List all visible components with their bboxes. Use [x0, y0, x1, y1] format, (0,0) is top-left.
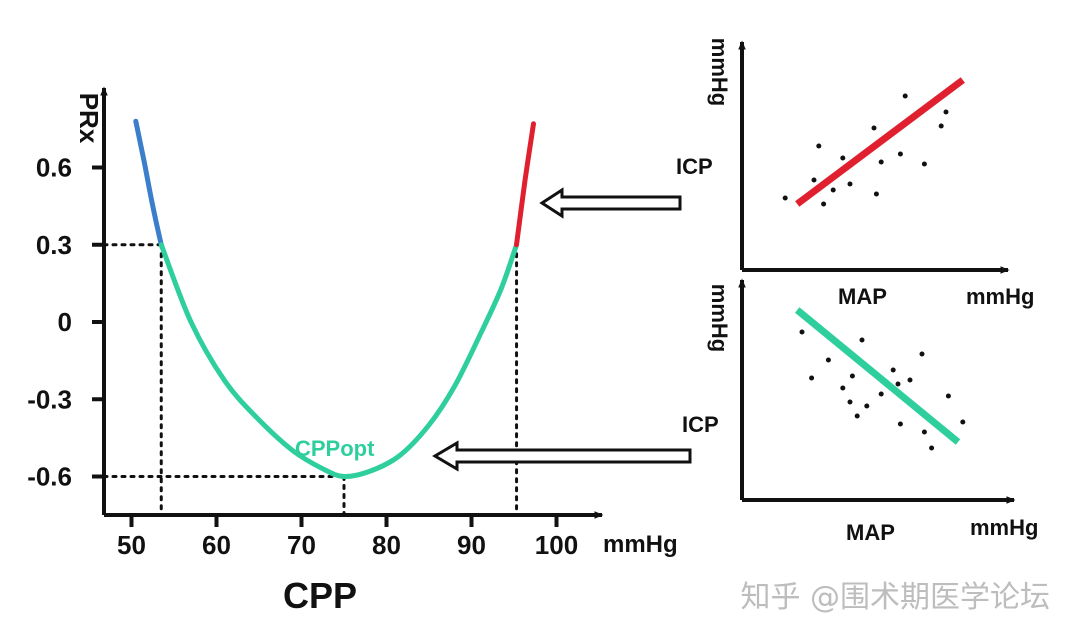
scatter-point [821, 201, 827, 207]
top-right-y-unit: mmHg [707, 38, 732, 106]
top-right-y-label: ICP [676, 154, 713, 179]
scatter-point [919, 351, 925, 357]
scatter-point [859, 337, 865, 343]
intact-autoregulation-line [158, 242, 519, 480]
x-tick-label: 70 [287, 530, 316, 560]
y-tick-label: 0.3 [36, 230, 72, 260]
axis-ticks: 0.6 0.3 0 -0.3 -0.6 50 60 70 80 90 100 [27, 153, 578, 561]
cppopt-annotation: CPPopt [295, 436, 375, 461]
scatter-point [897, 151, 903, 157]
bottom-right-points [799, 329, 966, 451]
bottom-right-trend-line [794, 307, 961, 445]
scatter-point [943, 109, 949, 115]
top-right-x-unit: mmHg [966, 284, 1034, 309]
x-tick-label: 50 [117, 530, 146, 560]
scatter-point [921, 161, 927, 167]
scatter-point [830, 187, 836, 193]
bottom-right-panel: ICP mmHg MAP mmHg [682, 278, 1038, 545]
main-chart: 0.6 0.3 0 -0.3 -0.6 50 60 70 80 90 100 CPP mmHg PR… [27, 86, 678, 616]
scatter-point [902, 93, 908, 99]
x-tick-label: 60 [202, 530, 231, 560]
x-tick-label: 80 [372, 530, 401, 560]
scatter-point [782, 195, 788, 201]
y-tick-label: 0 [58, 307, 72, 337]
scatter-point [811, 177, 817, 183]
x-tick-label: 100 [535, 530, 578, 560]
scatter-point [960, 419, 966, 425]
y-axis-title: PRx [74, 93, 104, 144]
scatter-point [864, 403, 870, 409]
scatter-point [929, 445, 935, 451]
y-tick-label: 0.6 [36, 153, 72, 183]
scatter-point [849, 373, 855, 379]
scatter-point [878, 159, 884, 165]
x-axis-title: CPP [283, 575, 357, 616]
scatter-point [873, 191, 879, 197]
scatter-point [847, 181, 853, 187]
impaired-autoregulation-low-line [133, 118, 164, 248]
reference-guides [102, 243, 519, 517]
scatter-point [809, 375, 815, 381]
scatter-point [890, 367, 896, 373]
scatter-point [854, 413, 860, 419]
scatter-point [847, 399, 853, 405]
watermark: 知乎 @围术期医学论坛 [740, 580, 1050, 615]
scatter-point [907, 377, 913, 383]
prx-curve [133, 118, 536, 480]
bottom-right-y-unit: mmHg [707, 284, 732, 352]
scatter-point [897, 421, 903, 427]
scatter-point [895, 381, 901, 387]
bottom-right-x-label: MAP [846, 520, 895, 545]
top-right-trend-line [795, 77, 965, 207]
bottom-right-y-label: ICP [682, 412, 719, 437]
x-tick-label: 90 [457, 530, 486, 560]
bottom-right-x-unit: mmHg [970, 515, 1038, 540]
scatter-point [816, 143, 822, 149]
y-tick-label: -0.3 [27, 384, 72, 414]
scatter-point [825, 357, 831, 363]
top-right-points [782, 93, 949, 207]
scatter-point [945, 393, 951, 399]
x-axis-unit: mmHg [603, 531, 678, 558]
impaired-autoregulation-high-line [514, 121, 536, 248]
top-right-x-label: MAP [838, 284, 887, 309]
scatter-point [878, 391, 884, 397]
pointer-arrow-lower [432, 440, 692, 472]
scatter-point [871, 125, 877, 131]
pointer-arrow-upper [539, 187, 682, 219]
scatter-point [840, 155, 846, 161]
scatter-point [840, 385, 846, 391]
scatter-point [799, 329, 805, 335]
top-right-panel: ICP mmHg MAP mmHg [676, 38, 1034, 309]
y-tick-label: -0.6 [27, 462, 72, 492]
scatter-point [938, 123, 944, 129]
scatter-point [921, 429, 927, 435]
